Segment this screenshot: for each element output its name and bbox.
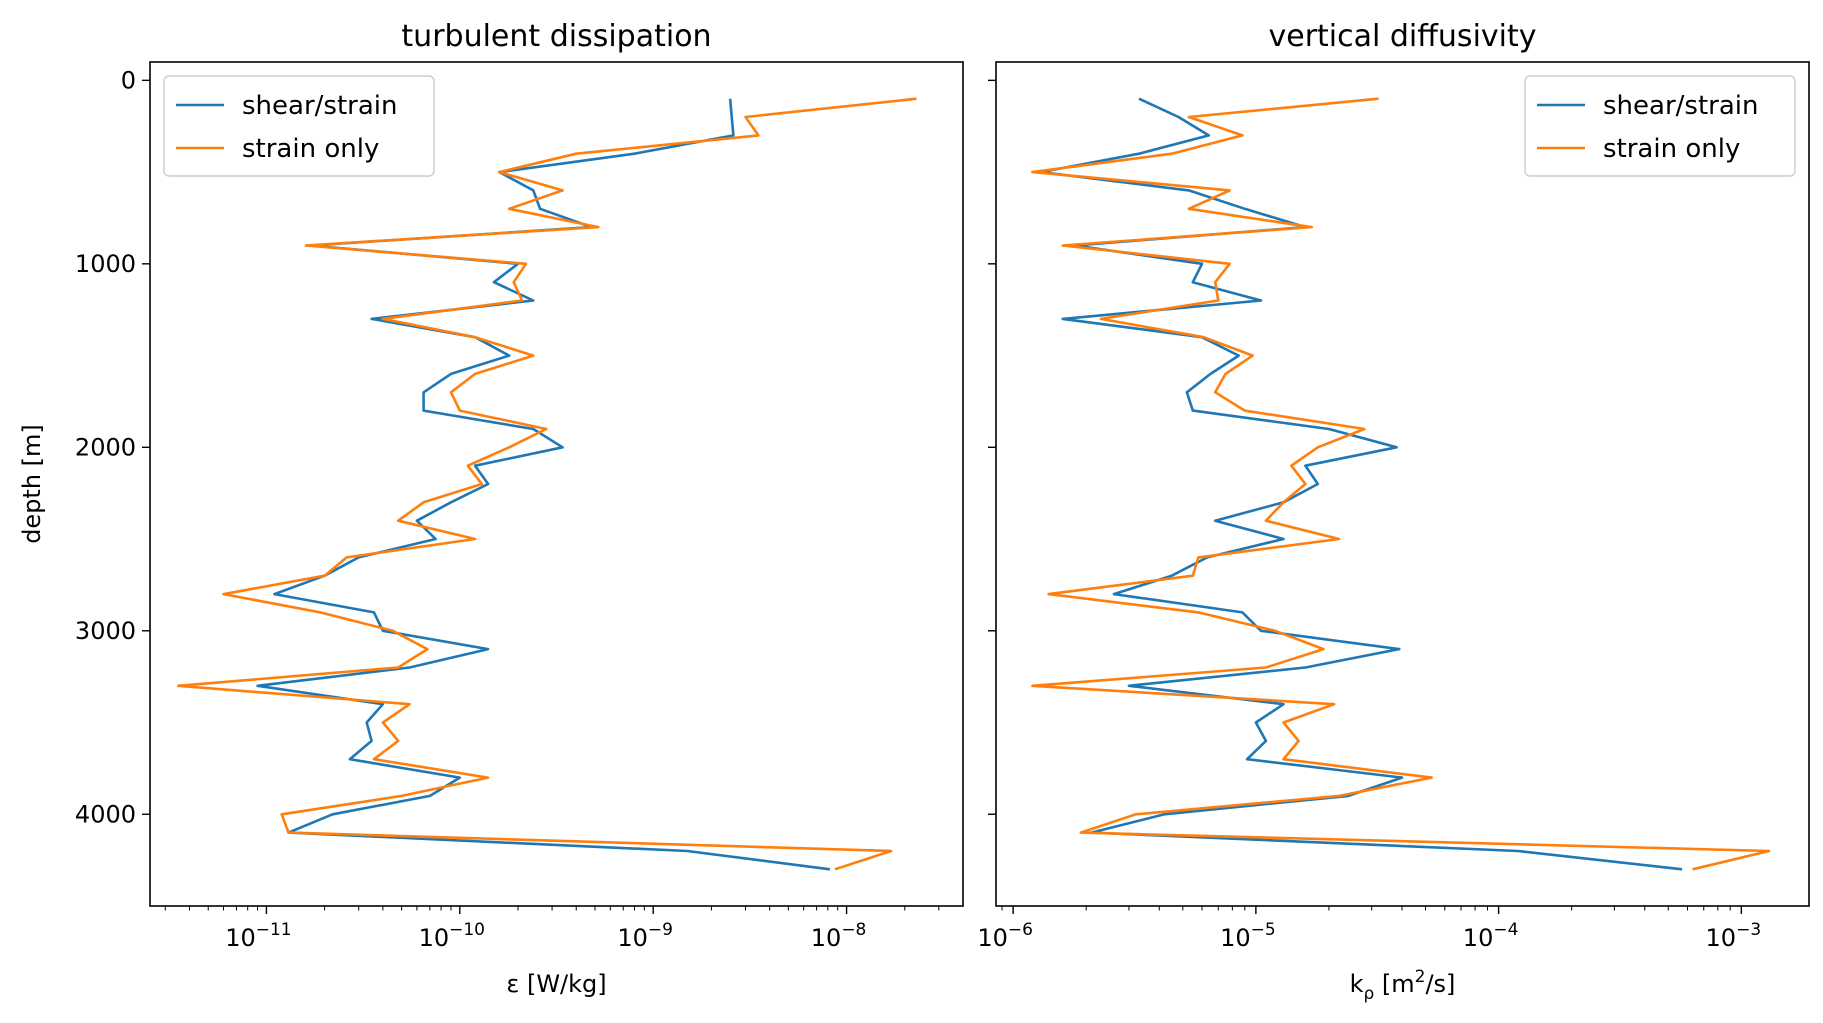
y-tick-label: 1000: [75, 250, 136, 278]
x-tick-label: 10−5: [1220, 920, 1276, 952]
legend-box: [1524, 75, 1796, 177]
x-tick-label: 10−9: [617, 920, 673, 952]
chart-title: vertical diffusivity: [1268, 19, 1536, 54]
y-tick-label: 3000: [75, 617, 136, 645]
series-line-shear-strain: [1039, 97, 1683, 871]
x-tick-label: 10−4: [1463, 920, 1519, 952]
x-axis-label: kρ [m2/s]: [1350, 967, 1456, 1004]
legend-label: shear/strain: [1603, 91, 1758, 121]
x-axis-label: ε [W/kg]: [506, 970, 606, 998]
series-group: [177, 97, 917, 871]
y-tick-label: 4000: [75, 800, 136, 828]
x-tick-label: 10−10: [419, 920, 485, 952]
series-group: [1031, 97, 1771, 871]
legend-label: shear/strain: [242, 91, 397, 121]
plot-frame: [995, 61, 1810, 907]
y-tick-label: 2000: [75, 433, 136, 461]
series-line-shear-strain: [256, 98, 831, 871]
chart-panel-1: turbulent dissipation 10−11 10−10 10−9 10−8 0…: [18, 19, 964, 998]
y-tick-label: 0: [121, 66, 136, 94]
x-tick-label: 10−11: [225, 920, 291, 952]
legend: shear/strain strain only: [163, 75, 435, 177]
legend-box: [163, 75, 435, 177]
legend-label: strain only: [242, 134, 379, 164]
chart-title: turbulent dissipation: [401, 19, 711, 54]
series-line-strain-only: [177, 97, 917, 871]
chart-panel-2: vertical diffusivity 10−6 10−5 10−4 10−3 kρ […: [977, 19, 1810, 1004]
x-tick-label: 10−8: [811, 920, 867, 952]
x-tick-label: 10−6: [977, 920, 1033, 952]
legend: shear/strain strain only: [1524, 75, 1796, 177]
series-line-strain-only: [1031, 97, 1771, 871]
x-tick-label: 10−3: [1706, 920, 1762, 952]
plot-frame: [149, 61, 964, 907]
legend-label: strain only: [1603, 134, 1740, 164]
y-axis-label: depth [m]: [18, 424, 46, 544]
